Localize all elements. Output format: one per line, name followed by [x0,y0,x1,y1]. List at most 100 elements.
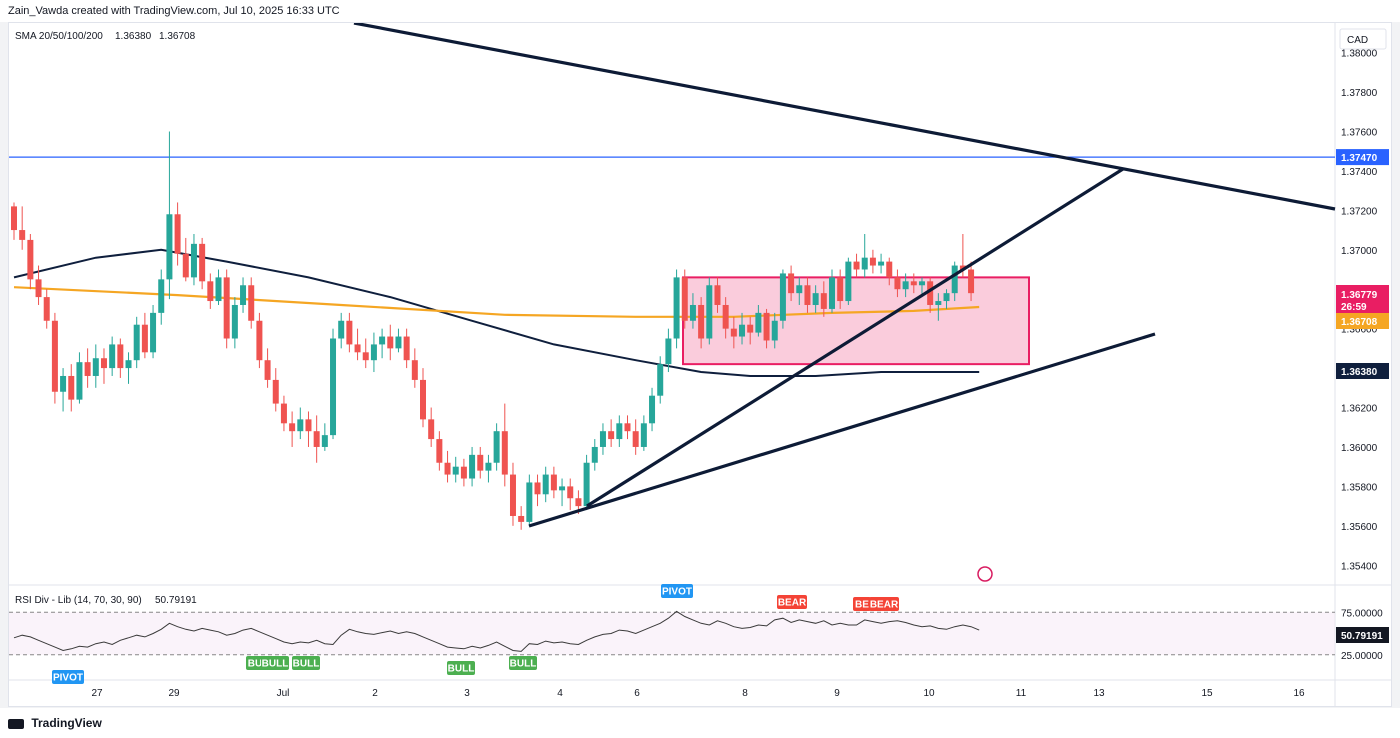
candle-body [567,486,574,499]
rsi-signal-tag-bear[interactable] [777,595,807,609]
rsi-signal-label: BE [855,600,869,611]
rsi-band [9,612,1335,655]
candle-body [280,403,287,424]
rsi-signal-label: PIVOT [53,673,83,684]
sma-orange-line [13,286,980,318]
candle-body [812,293,819,305]
candle-body [346,320,353,345]
tradingview-logo[interactable]: TradingView [8,708,102,738]
rsi-signal-label: BULL [262,659,289,670]
chart-svg[interactable]: CAD SMA 20/50/100/200 1.36380 1.36708 1.3800… [9,23,1391,706]
price-tick-label: 1.37800 [1341,88,1378,99]
candle-body [313,431,320,447]
rsi-signal-tag-bull[interactable] [447,661,475,675]
time-axis-label: 9 [834,688,840,699]
rsi-legend-value: 50.79191 [155,595,197,606]
candle-body [706,285,713,339]
candle-body [19,230,26,240]
last-price-tag: 1.36779 [1341,290,1378,301]
rsi-signal-tag-bear[interactable] [869,597,899,611]
last-price-tag-bg [1336,285,1389,313]
descending-trendline[interactable] [353,23,1336,211]
candle-body [657,364,664,396]
sma-orange-price-tag-bg [1336,313,1389,329]
candle-body [714,285,721,305]
price-tick-label: 1.37400 [1341,167,1378,178]
candle-body [207,281,214,302]
candle-body [460,466,467,479]
candle-body [665,338,672,365]
currency-label: CAD [1347,35,1368,46]
candle-body [411,360,418,380]
sma-value-orange: 1.36708 [159,31,196,42]
candle-body [370,344,377,361]
candle-body [681,277,688,321]
time-axis-label: 16 [1293,688,1305,699]
rsi-signal-tag-bear[interactable] [853,597,871,611]
hline-price-tag-bg [1336,149,1389,166]
candle-body [248,285,255,321]
candle-body [289,423,296,432]
time-axis-label: 8 [742,688,748,699]
candle-body [199,243,206,282]
candle-body [624,423,631,432]
rsi-signal-tag-pivot[interactable] [52,670,84,684]
candle-body [673,277,680,339]
candle-body [387,336,394,349]
candle-body [526,482,533,522]
candle-body [35,279,42,298]
candle-body [599,431,606,447]
rsi-signal-label: BEAR [870,600,899,611]
candle-body [182,253,189,278]
rsi-current-tag-bg [1336,627,1389,643]
candle-body [452,466,459,475]
candle-body [150,312,157,353]
attribution-text: Zain_Vawda created with TradingView.com,… [8,5,340,17]
time-axis-label: Jul [277,688,290,699]
currency-box[interactable] [1339,28,1387,50]
candle-body [779,273,786,321]
candle-body [869,257,876,266]
countdown-tag: 26:59 [1341,302,1367,313]
candle-body [444,462,451,475]
candle-body [485,462,492,471]
sma-orange-price-tag: 1.36708 [1341,317,1378,328]
rsi-signal-tag-bull[interactable] [509,656,537,670]
candle-body [542,474,549,495]
candle-body [509,474,516,516]
ascending-trendline-lower[interactable] [528,332,1156,528]
price-tick-label: 1.36200 [1341,404,1378,415]
candle-body [68,375,75,400]
rsi-signal-tag-bull[interactable] [246,656,264,670]
candle-body [469,454,476,479]
candle-body [927,281,934,305]
candle-body [51,320,58,392]
time-axis-label: 11 [1016,688,1027,699]
time-axis-label: 10 [923,688,935,699]
candle-body [493,431,500,463]
candle-body [910,281,917,286]
event-icon[interactable] [977,566,993,582]
candle-body [330,338,337,436]
hline-price-tag: 1.37470 [1341,153,1378,164]
candle-body [943,293,950,302]
rsi-signal-tag-bull[interactable] [292,656,320,670]
candle-body [878,261,885,266]
candle-body [43,297,50,321]
time-axis-label: 3 [464,688,470,699]
candle-body [698,304,705,339]
candle-body [428,419,435,440]
candle-body [649,395,656,424]
consolidation-box[interactable] [682,276,1030,366]
sma-navy-price-tag-bg [1336,363,1389,379]
candle-body [395,336,402,349]
candle-body [436,439,443,463]
chart-frame[interactable]: CAD SMA 20/50/100/200 1.36380 1.36708 1.3800… [8,22,1392,707]
candle-body [256,320,263,361]
rsi-signal-tag-bull[interactable] [261,656,289,670]
candle-body [640,423,647,447]
candle-body [804,285,811,305]
candle-body [11,206,17,231]
ascending-trendline-upper[interactable] [586,167,1124,508]
rsi-signal-tag-pivot[interactable] [661,584,693,598]
